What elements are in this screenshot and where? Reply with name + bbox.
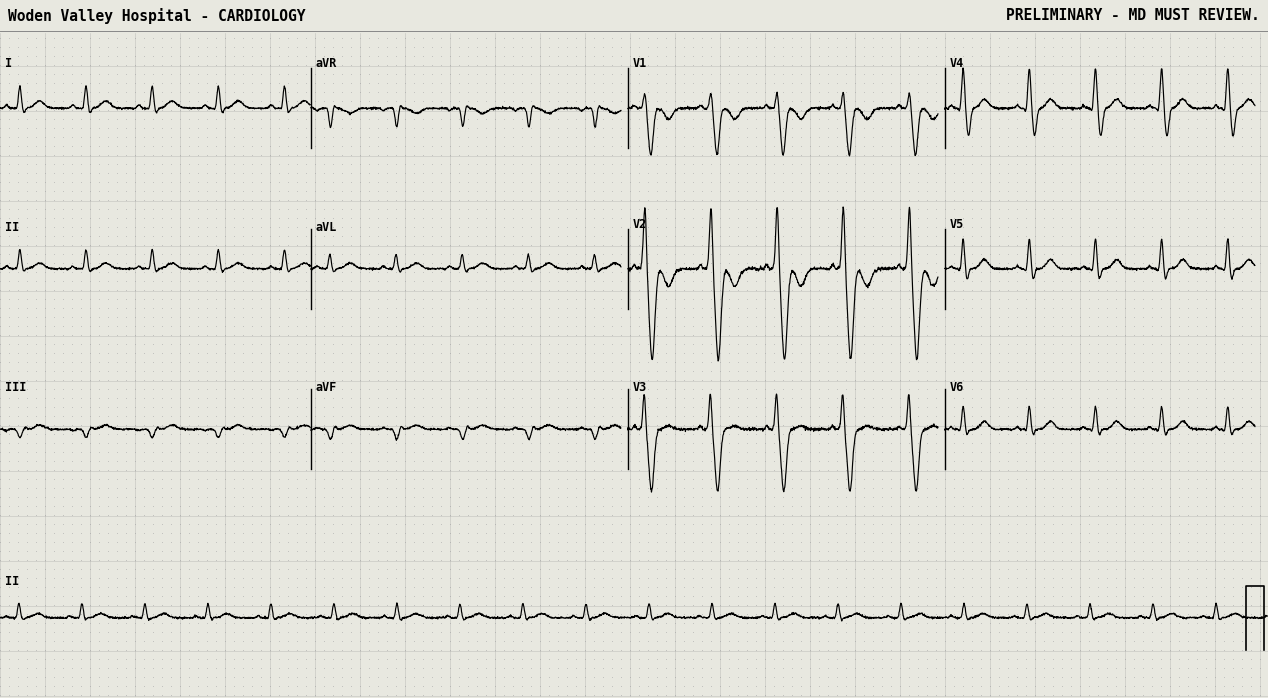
Text: II: II [5,221,19,234]
Text: III: III [5,381,27,394]
Text: V5: V5 [950,218,964,231]
Text: V1: V1 [633,57,647,70]
Text: V2: V2 [633,218,647,231]
Text: II: II [5,574,19,588]
Text: aVR: aVR [316,57,337,70]
Text: PRELIMINARY - MD MUST REVIEW.: PRELIMINARY - MD MUST REVIEW. [1007,8,1260,23]
Text: Woden Valley Hospital - CARDIOLOGY: Woden Valley Hospital - CARDIOLOGY [8,8,306,24]
Text: V6: V6 [950,381,964,394]
Text: aVL: aVL [316,221,337,234]
Text: I: I [5,57,13,70]
Text: V4: V4 [950,57,964,70]
Text: aVF: aVF [316,381,337,394]
Text: V3: V3 [633,381,647,394]
